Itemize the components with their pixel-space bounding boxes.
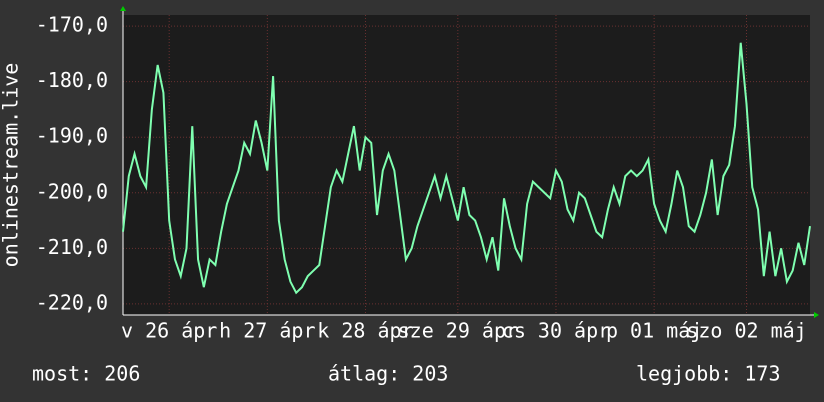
y-tick-label: -170,0 — [36, 13, 108, 37]
y-tick-label: -190,0 — [36, 124, 108, 148]
y-tick-label: -180,0 — [36, 68, 108, 92]
y-tick-label: -200,0 — [36, 179, 108, 203]
x-tick-label: v 26 ápr — [121, 319, 217, 343]
footer-best: legjobb: 173 — [636, 362, 781, 386]
data-line — [122, 42, 811, 295]
y-tick-label: -210,0 — [36, 235, 108, 259]
y-tick-label: -220,0 — [36, 290, 108, 314]
x-tick-label: sze 29 ápr — [398, 319, 518, 343]
y-axis-arrow — [120, 6, 126, 11]
y-axis-label: onlinestream.live — [0, 63, 23, 268]
x-axis-arrow — [814, 312, 819, 318]
x-tick-label: cs 30 ápr — [502, 319, 610, 343]
footer-current: most: 206 — [32, 362, 140, 386]
x-tick-label: h 27 ápr — [219, 319, 315, 343]
x-tick-label: k 28 ápr — [317, 319, 413, 343]
plot-area — [123, 15, 810, 315]
x-tick-label: p 01 máj — [606, 319, 702, 343]
x-tick-label: szo 02 máj — [686, 319, 806, 343]
footer-average: átlag: 203 — [328, 362, 448, 386]
